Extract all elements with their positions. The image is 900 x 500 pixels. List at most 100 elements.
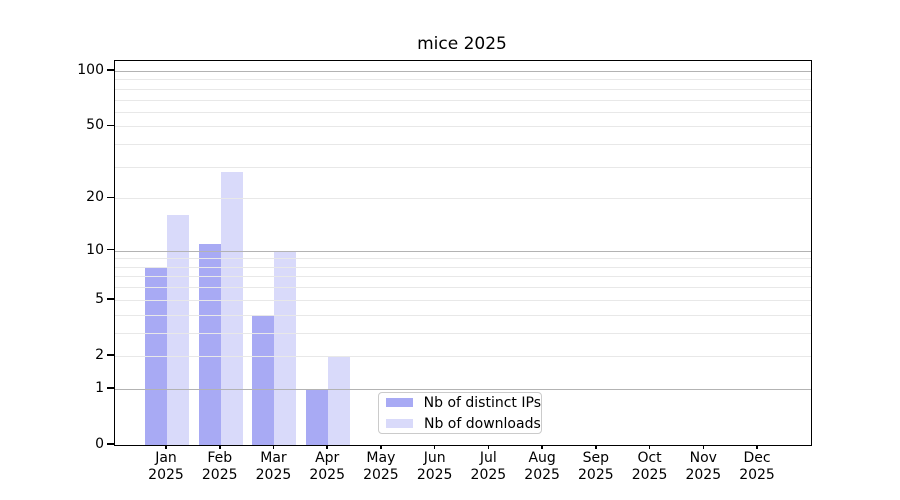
x-tick-feb: [219, 445, 221, 449]
x-tick-month: Mar: [260, 450, 287, 466]
legend-label-distinct-ips: Nb of distinct IPs: [423, 394, 541, 411]
y-tick-10: [107, 248, 114, 251]
gridline-100: [115, 71, 811, 72]
x-tick-label-jun: Jun 2025: [403, 450, 467, 484]
bar-downloads-mar: [274, 250, 297, 445]
x-tick-may: [380, 445, 382, 449]
x-tick-year: 2025: [470, 467, 507, 483]
x-tick-label-nov: Nov 2025: [671, 450, 735, 484]
y-tick-1: [107, 387, 114, 389]
x-tick-nov: [702, 445, 705, 449]
x-tick-month: Apr: [315, 450, 340, 466]
x-tick-month: Dec: [743, 450, 771, 466]
bar-downloads-feb: [220, 172, 243, 445]
x-tick-year: 2025: [524, 467, 560, 483]
legend-swatch-downloads: [386, 419, 413, 428]
x-tick-month: Aug: [528, 450, 556, 466]
x-tick-year: 2025: [685, 467, 722, 483]
x-tick-sep: [595, 445, 597, 449]
gridline-90: [115, 79, 811, 81]
y-tick-label-20: 20: [86, 189, 104, 206]
x-tick-dec: [756, 445, 758, 449]
gridline-60: [115, 111, 811, 113]
x-tick-month: Oct: [637, 450, 662, 466]
legend: Nb of distinct IPs Nb of downloads: [378, 392, 542, 434]
x-tick-label-jul: Jul 2025: [456, 450, 520, 484]
gridline-5: [115, 299, 811, 301]
x-tick-label-oct: Oct 2025: [618, 450, 682, 484]
gridline-6: [115, 287, 811, 289]
legend-swatch-distinct-ips: [386, 398, 413, 407]
y-tick-label-2: 2: [95, 346, 104, 363]
y-tick-label-10: 10: [86, 241, 104, 258]
x-tick-year: 2025: [309, 467, 345, 483]
x-tick-month: Feb: [207, 450, 233, 466]
y-tick-label-0: 0: [95, 436, 104, 452]
gridline-50: [115, 126, 811, 128]
gridline-80: [115, 88, 811, 90]
x-tick-apr: [326, 445, 328, 449]
y-tick-label-100: 100: [77, 62, 104, 78]
bar-distinct-ips-mar: [252, 314, 275, 445]
y-tick-5: [107, 298, 114, 300]
x-tick-label-aug: Aug 2025: [510, 450, 574, 484]
x-tick-label-jan: Jan 2025: [134, 450, 198, 484]
y-tick-20: [107, 196, 114, 199]
y-tick-0: [107, 443, 114, 445]
x-tick-year: 2025: [416, 467, 453, 483]
x-tick-oct: [648, 445, 651, 449]
y-tick-2: [107, 354, 114, 356]
chart-title: mice 2025: [417, 34, 507, 54]
gridline-9: [115, 258, 811, 260]
x-tick-label-apr: Apr 2025: [295, 450, 359, 484]
x-tick-label-mar: Mar 2025: [241, 450, 305, 484]
x-tick-mar: [272, 445, 275, 449]
x-tick-label-feb: Feb 2025: [188, 450, 252, 484]
gridline-2: [115, 355, 811, 357]
gridline-10: [115, 250, 811, 252]
gridline-30: [115, 166, 811, 168]
y-tick-50: [107, 124, 114, 127]
x-tick-month: Nov: [689, 450, 717, 466]
x-tick-label-dec: Dec 2025: [725, 450, 789, 484]
gridline-1: [115, 388, 811, 390]
bar-downloads-apr: [328, 355, 351, 445]
gridline-20: [115, 198, 811, 200]
gridline-7: [115, 276, 811, 278]
bar-distinct-ips-apr: [306, 388, 329, 445]
legend-item-downloads: Nb of downloads: [386, 416, 541, 432]
x-tick-month: Jul: [479, 450, 497, 466]
x-tick-year: 2025: [201, 467, 238, 483]
legend-label-downloads: Nb of downloads: [424, 415, 541, 432]
x-tick-year: 2025: [631, 467, 668, 483]
x-tick-month: May: [366, 450, 396, 466]
x-tick-year: 2025: [578, 467, 614, 483]
x-tick-month: Sep: [582, 450, 610, 466]
gridline-4: [115, 314, 811, 316]
gridline-3: [115, 332, 811, 334]
x-tick-year: 2025: [739, 467, 775, 483]
x-tick-aug: [541, 445, 543, 449]
x-tick-label-may: May 2025: [349, 450, 413, 484]
x-tick-jul: [487, 445, 490, 449]
y-tick-100: [107, 69, 114, 71]
x-tick-year: 2025: [148, 467, 184, 483]
gridline-70: [115, 99, 811, 101]
x-tick-month: Jan: [155, 450, 177, 466]
y-tick-label-5: 5: [95, 290, 104, 307]
gridline-8: [115, 266, 811, 268]
bar-downloads-jan: [167, 215, 189, 445]
x-tick-jun: [433, 445, 436, 449]
x-tick-month: Jun: [423, 450, 446, 466]
x-tick-year: 2025: [363, 467, 399, 483]
y-tick-label-1: 1: [95, 379, 104, 396]
x-tick-label-sep: Sep 2025: [564, 450, 628, 484]
plot-area: [114, 60, 812, 446]
x-tick-jan: [165, 445, 167, 449]
gridline-40: [115, 144, 811, 146]
legend-item-distinct-ips: Nb of distinct IPs: [386, 395, 541, 411]
x-tick-year: 2025: [255, 467, 292, 483]
y-tick-label-50: 50: [86, 117, 104, 134]
bar-distinct-ips-feb: [198, 243, 221, 445]
